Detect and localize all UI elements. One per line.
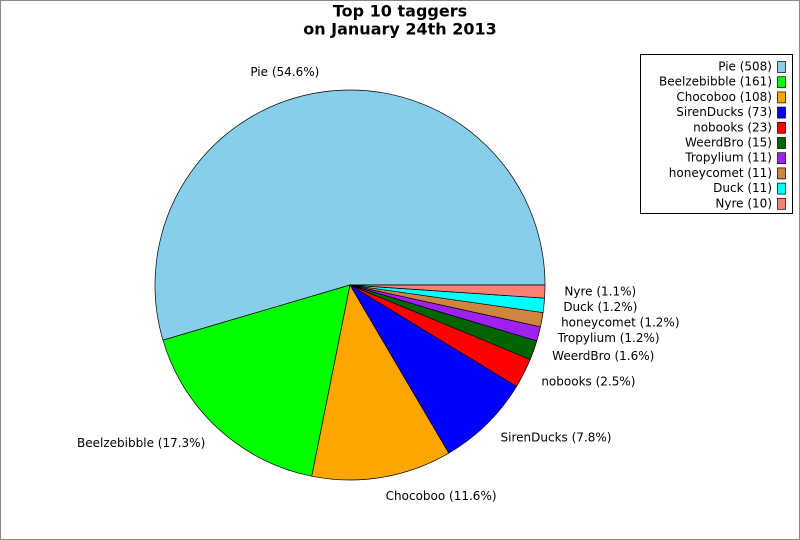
slice-label: Beelzebibble (17.3%) [77, 436, 205, 450]
chart-title: Top 10 taggers [333, 2, 467, 21]
legend-label: Beelzebibble (161) [659, 75, 772, 89]
legend-swatch [777, 91, 786, 104]
slice-label: Tropylium (1.2%) [557, 331, 660, 345]
legend-swatch [777, 121, 786, 134]
slice-label: Nyre (1.1%) [564, 285, 636, 299]
slice-label: WeerdBro (1.6%) [552, 349, 654, 363]
slice-label: Pie (54.6%) [250, 65, 319, 79]
slice-label: Chocoboo (11.6%) [386, 489, 497, 503]
legend-label: Tropylium (11) [684, 151, 772, 165]
legend-swatch [777, 182, 786, 195]
pie-slice [311, 284, 450, 481]
legend-swatch [777, 152, 786, 165]
slice-label: nobooks (2.5%) [541, 374, 635, 388]
legend-label: honeycomet (11) [669, 166, 772, 180]
pie-slice [154, 89, 546, 341]
legend-label: nobooks (23) [693, 120, 772, 134]
slice-label: SirenDucks (7.8%) [501, 430, 612, 444]
legend-label: Pie (508) [718, 60, 772, 74]
slice-label: Duck (1.2%) [563, 300, 637, 314]
legend-swatch [777, 76, 786, 89]
legend-label: SirenDucks (73) [676, 105, 772, 119]
legend-swatch [777, 137, 786, 149]
pie-slice [349, 284, 546, 299]
pie-slice [162, 284, 351, 477]
legend-box [640, 54, 793, 214]
legend-swatch [777, 197, 786, 210]
slice-label: honeycomet (1.2%) [561, 316, 679, 330]
chart-subtitle: on January 24th 2013 [303, 20, 497, 39]
legend-label: WeerdBro (15) [685, 136, 772, 150]
legend-label: Chocoboo (108) [676, 90, 772, 104]
pie-slice [349, 284, 518, 454]
legend-swatch [777, 167, 786, 180]
legend-swatch [777, 61, 786, 73]
legend-label: Duck (11) [713, 181, 772, 195]
legend-label: Nyre (10) [715, 196, 772, 210]
legend-swatch [777, 106, 786, 119]
